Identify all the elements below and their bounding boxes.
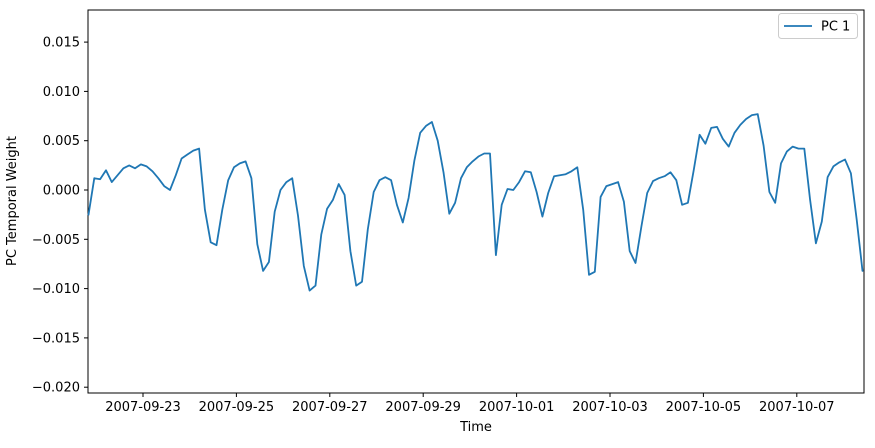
legend-box xyxy=(778,13,858,39)
x-tick-label: 2007-09-29 xyxy=(385,400,461,415)
y-tick-label: −0.010 xyxy=(32,282,80,297)
y-tick-label: 0.015 xyxy=(43,36,80,51)
x-tick-label: 2007-10-03 xyxy=(572,400,648,415)
x-axis-title: Time xyxy=(459,420,492,435)
y-tick-label: −0.020 xyxy=(32,381,80,396)
y-tick-label: 0.005 xyxy=(43,134,80,149)
x-tick-label: 2007-10-01 xyxy=(479,400,555,415)
x-tick-label: 2007-10-07 xyxy=(759,400,835,415)
y-tick-label: 0.000 xyxy=(43,184,80,199)
x-tick-label: 2007-09-27 xyxy=(292,400,368,415)
y-axis-title: PC Temporal Weight xyxy=(5,136,20,266)
plot-border xyxy=(87,9,865,394)
legend: PC 1 xyxy=(778,13,858,39)
x-tick-label: 2007-09-25 xyxy=(199,400,275,415)
y-tick-label: 0.010 xyxy=(43,85,80,100)
y-tick-label: −0.015 xyxy=(32,331,80,346)
y-tick-label: −0.005 xyxy=(32,233,80,248)
plot-area: 0.015 0.010 0.005 0.000 −0.005 −0.010 −0.015 −0… xyxy=(32,9,865,415)
legend-label: PC 1 xyxy=(821,20,850,35)
x-tick-label: 2007-09-23 xyxy=(105,400,181,415)
x-tick-label: 2007-10-05 xyxy=(666,400,742,415)
series-line-pc1 xyxy=(87,113,864,292)
